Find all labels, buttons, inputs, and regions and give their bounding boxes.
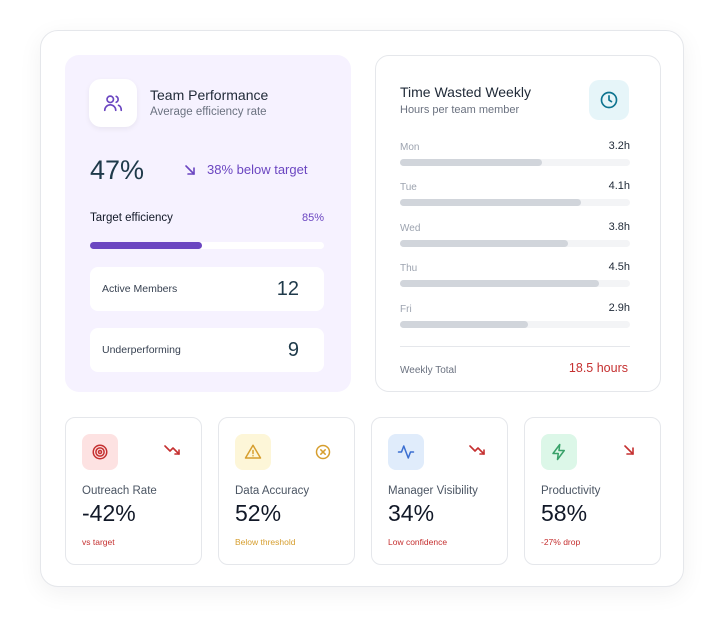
underperforming-value: 9	[287, 338, 299, 361]
target-efficiency-label: Target efficiency	[90, 212, 173, 224]
active-members-value: 12	[276, 277, 299, 300]
underperforming-label: Underperforming	[102, 344, 181, 356]
metric-card-data-accuracy[interactable]: Data Accuracy 52% Below threshold	[218, 417, 355, 565]
day-name: Thu	[400, 263, 418, 274]
day-bar-fill	[400, 240, 569, 247]
metric-card-manager-visibility[interactable]: Manager Visibility 34% Low confidence	[371, 417, 508, 565]
day-name: Wed	[400, 223, 421, 234]
active-members-label: Active Members	[102, 283, 178, 295]
day-name: Tue	[400, 182, 417, 193]
day-bar-track	[400, 240, 630, 247]
target-efficiency-value: 85%	[301, 212, 324, 224]
day-bar-fill	[400, 321, 529, 328]
metric-value: 58%	[541, 500, 588, 526]
target-icon	[82, 434, 118, 470]
team-performance-title: Team Performance	[150, 87, 269, 103]
users-icon	[89, 79, 137, 127]
metric-title: Productivity	[541, 485, 601, 497]
underperforming-stat: Underperforming 9	[90, 328, 324, 372]
team-performance-subtitle: Average efficiency rate	[150, 106, 267, 118]
clock-icon	[589, 80, 629, 120]
metric-subtext: -27% drop	[541, 537, 581, 547]
below-target-text: 38% below target	[207, 162, 308, 177]
active-members-stat: Active Members 12	[90, 267, 324, 311]
metric-value: 52%	[235, 500, 282, 526]
efficiency-percent: 47%	[90, 155, 145, 185]
metric-card-outreach-rate[interactable]: Outreach Rate -42% vs target	[65, 417, 202, 565]
time-wasted-title: Time Wasted Weekly	[400, 84, 531, 100]
day-hours: 4.1h	[608, 180, 630, 192]
day-hours: 3.2h	[608, 140, 630, 152]
dashboard-panel: Team Performance Average efficiency rate…	[40, 30, 684, 587]
efficiency-progress-bar	[90, 242, 324, 249]
metric-title: Data Accuracy	[235, 485, 310, 497]
day-bar-track	[400, 280, 630, 287]
day-hours: 2.9h	[608, 302, 630, 314]
day-bar-fill	[400, 159, 542, 166]
team-performance-card: Team Performance Average efficiency rate…	[65, 55, 351, 392]
warning-icon	[235, 434, 271, 470]
day-name: Fri	[400, 304, 412, 315]
bolt-icon	[541, 434, 577, 470]
efficiency-progress-fill	[90, 242, 203, 249]
metric-title: Outreach Rate	[82, 485, 157, 497]
day-hours: 4.5h	[608, 261, 630, 273]
metric-title: Manager Visibility	[388, 485, 478, 497]
day-bar-track	[400, 321, 630, 328]
weekly-total-label: Weekly Total	[400, 365, 457, 376]
metric-subtext: Below threshold	[235, 537, 296, 547]
arrow-down-right-icon	[185, 164, 195, 175]
arrow-down-right-icon	[623, 444, 635, 456]
divider	[400, 346, 630, 347]
trending-down-icon	[469, 444, 485, 456]
metric-value: -42%	[82, 500, 136, 526]
day-bar-fill	[400, 199, 582, 206]
day-hours: 3.8h	[608, 221, 630, 233]
day-bar-track	[400, 199, 630, 206]
metric-subtext: Low confidence	[388, 537, 448, 547]
below-target-indicator: 38% below target	[183, 162, 307, 177]
day-bar-track	[400, 159, 630, 166]
trending-down-icon	[164, 444, 180, 456]
metric-subtext: vs target	[82, 537, 115, 547]
activity-icon	[388, 434, 424, 470]
x-circle-icon	[315, 444, 331, 460]
day-bar-fill	[400, 280, 600, 287]
weekly-total-value: 18.5 hours	[568, 361, 628, 375]
metric-card-productivity[interactable]: Productivity 58% -27% drop	[524, 417, 661, 565]
time-wasted-subtitle: Hours per team member	[400, 104, 520, 116]
metric-value: 34%	[388, 500, 435, 526]
time-wasted-card: Time Wasted Weekly Hours per team member…	[375, 55, 661, 392]
day-name: Mon	[400, 142, 420, 153]
